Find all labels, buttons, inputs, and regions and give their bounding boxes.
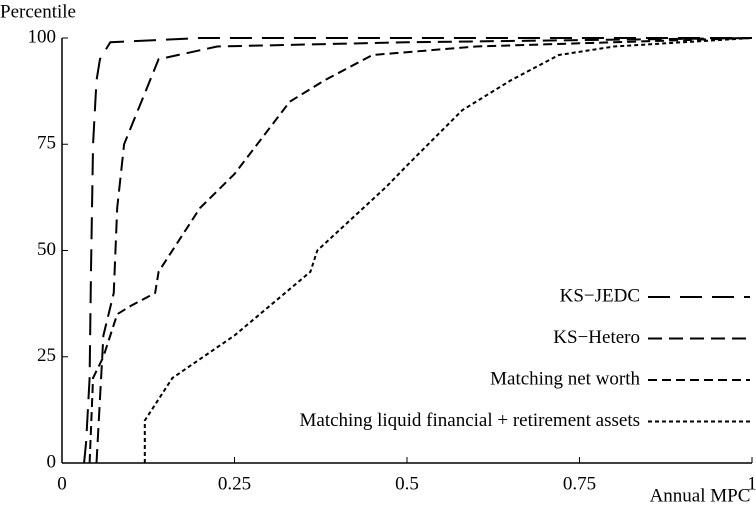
series-line — [95, 37, 753, 464]
legend-label: KS−Hetero — [553, 327, 640, 348]
x-tick-label: 0.5 — [395, 473, 419, 494]
y-tick-label: 50 — [37, 239, 56, 260]
x-tick-label: 0.75 — [563, 473, 596, 494]
y-tick-label: 75 — [37, 133, 56, 154]
x-axis-label: Annual MPC — [650, 485, 751, 506]
x-tick-label: 0.25 — [218, 473, 251, 494]
x-tick-label: 1 — [747, 473, 756, 494]
x-tick-label: 0 — [57, 473, 67, 494]
series-line — [88, 37, 753, 464]
y-tick-label: 100 — [28, 26, 57, 47]
legend-label: KS−JEDC — [560, 285, 640, 306]
y-axis-label: Percentile — [0, 1, 76, 22]
series-line — [143, 37, 753, 463]
y-tick-label: 25 — [37, 345, 56, 366]
y-tick-label: 0 — [47, 451, 57, 472]
legend-label: Matching net worth — [490, 368, 640, 389]
legend-label: Matching liquid financial + retirement a… — [300, 410, 640, 431]
series-line — [83, 37, 752, 464]
